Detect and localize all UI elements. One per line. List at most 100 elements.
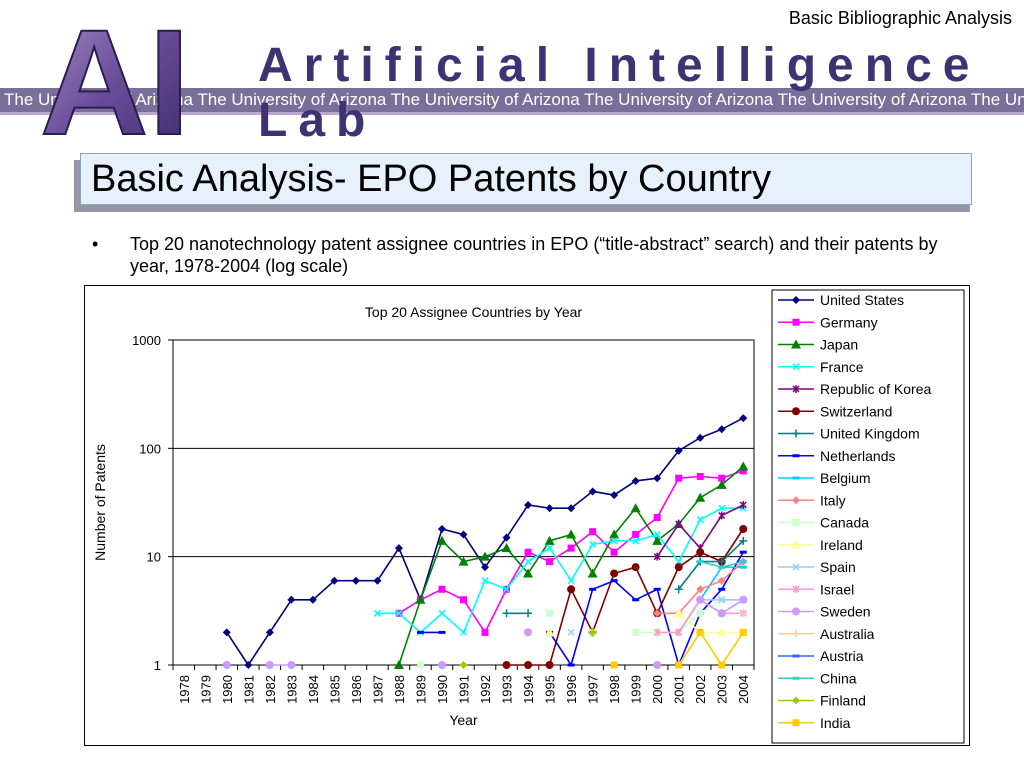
data-point bbox=[351, 576, 360, 585]
data-point bbox=[675, 628, 683, 637]
x-tick-label: 2003 bbox=[715, 675, 730, 704]
legend-marker bbox=[792, 696, 800, 705]
data-point bbox=[739, 628, 747, 636]
x-tick-label: 1990 bbox=[435, 675, 450, 704]
university-band: The University of Arizona The University… bbox=[0, 88, 1024, 112]
data-point bbox=[567, 544, 575, 552]
x-tick-label: 1980 bbox=[220, 675, 235, 704]
series-united-kingdom bbox=[502, 536, 748, 618]
series-line bbox=[678, 612, 744, 634]
legend-label: Republic of Korea bbox=[820, 381, 932, 397]
data-point bbox=[502, 661, 511, 669]
y-tick-label: 10 bbox=[147, 550, 161, 565]
data-point bbox=[653, 587, 661, 591]
data-point bbox=[287, 661, 296, 669]
data-point bbox=[675, 520, 683, 529]
x-tick-label: 2001 bbox=[672, 675, 687, 704]
data-point bbox=[545, 661, 554, 669]
series-china bbox=[696, 560, 747, 569]
legend-label: Finland bbox=[820, 693, 866, 709]
university-band-text: The University of Arizona The University… bbox=[4, 90, 1024, 109]
data-point bbox=[718, 565, 726, 569]
series-italy bbox=[653, 557, 748, 618]
data-point bbox=[416, 630, 424, 634]
data-point bbox=[544, 535, 555, 545]
series-line bbox=[548, 551, 744, 668]
data-point bbox=[265, 628, 274, 637]
data-point bbox=[696, 516, 704, 524]
data-point bbox=[652, 535, 663, 545]
ai-logo: AI bbox=[39, 6, 188, 146]
university-band-underline bbox=[0, 112, 1024, 115]
chart-frame: Top 20 Assignee Countries by Year 1 10 100 1… bbox=[84, 285, 970, 746]
legend-label: United States bbox=[820, 292, 904, 308]
x-tick-label: 1981 bbox=[241, 675, 256, 704]
data-point bbox=[373, 609, 381, 617]
plot-area bbox=[172, 339, 755, 666]
data-point bbox=[222, 628, 231, 637]
series-switzerland bbox=[502, 525, 748, 669]
data-point bbox=[716, 479, 727, 489]
data-point bbox=[696, 628, 704, 636]
data-point bbox=[567, 577, 575, 585]
data-point bbox=[716, 627, 727, 637]
data-point bbox=[609, 529, 620, 539]
series-line bbox=[678, 598, 744, 633]
data-point bbox=[546, 544, 554, 552]
data-point bbox=[546, 558, 554, 566]
data-point bbox=[696, 472, 704, 480]
data-point bbox=[330, 576, 339, 585]
legend-label: Austria bbox=[820, 648, 864, 664]
data-point bbox=[481, 577, 489, 585]
legend-marker bbox=[792, 676, 800, 680]
chart-svg: Top 20 Assignee Countries by Year 1 10 100 1… bbox=[92, 289, 965, 744]
data-point bbox=[717, 576, 726, 585]
data-point bbox=[653, 628, 661, 637]
data-point bbox=[674, 563, 683, 572]
x-tick-label: 1987 bbox=[370, 675, 385, 704]
legend-marker bbox=[792, 654, 800, 658]
x-tick-label: 1983 bbox=[284, 675, 299, 704]
legend-marker bbox=[792, 607, 800, 616]
data-point bbox=[717, 425, 726, 434]
data-point bbox=[717, 557, 726, 566]
data-point bbox=[696, 560, 704, 564]
data-point bbox=[567, 504, 576, 513]
data-point bbox=[459, 530, 468, 539]
series-india bbox=[610, 628, 747, 669]
data-point bbox=[718, 661, 726, 669]
legend-label: United Kingdom bbox=[820, 426, 920, 442]
x-tick-label: 1998 bbox=[607, 675, 622, 704]
bullet-text: Top 20 nanotechnology patent assignee co… bbox=[130, 234, 938, 276]
data-point bbox=[481, 628, 489, 636]
data-point bbox=[653, 552, 661, 561]
data-point bbox=[675, 661, 683, 669]
legend-marker bbox=[792, 385, 800, 393]
data-point bbox=[632, 537, 640, 545]
data-point bbox=[524, 500, 533, 509]
data-point bbox=[438, 585, 446, 593]
data-point bbox=[501, 543, 512, 553]
legend-marker bbox=[792, 454, 800, 458]
data-point bbox=[589, 528, 597, 536]
data-point bbox=[718, 511, 726, 520]
data-point bbox=[610, 537, 618, 545]
series-line bbox=[678, 630, 744, 667]
data-point bbox=[675, 474, 683, 482]
y-tick-label: 100 bbox=[139, 441, 161, 456]
data-point bbox=[653, 474, 662, 483]
data-point bbox=[739, 595, 748, 604]
data-point bbox=[524, 609, 533, 618]
data-point bbox=[718, 474, 726, 482]
data-point bbox=[503, 585, 511, 593]
legend-label: Switzerland bbox=[820, 403, 892, 419]
legend-label: Spain bbox=[820, 559, 856, 575]
x-tick-label: 1982 bbox=[263, 675, 278, 704]
legend-marker bbox=[792, 476, 800, 480]
data-point bbox=[739, 550, 747, 554]
header-top-label: Basic Bibliographic Analysis bbox=[788, 8, 1012, 28]
data-point bbox=[630, 503, 641, 513]
data-point bbox=[610, 569, 619, 578]
x-tick-label: 1997 bbox=[586, 675, 601, 704]
data-point bbox=[438, 630, 446, 634]
